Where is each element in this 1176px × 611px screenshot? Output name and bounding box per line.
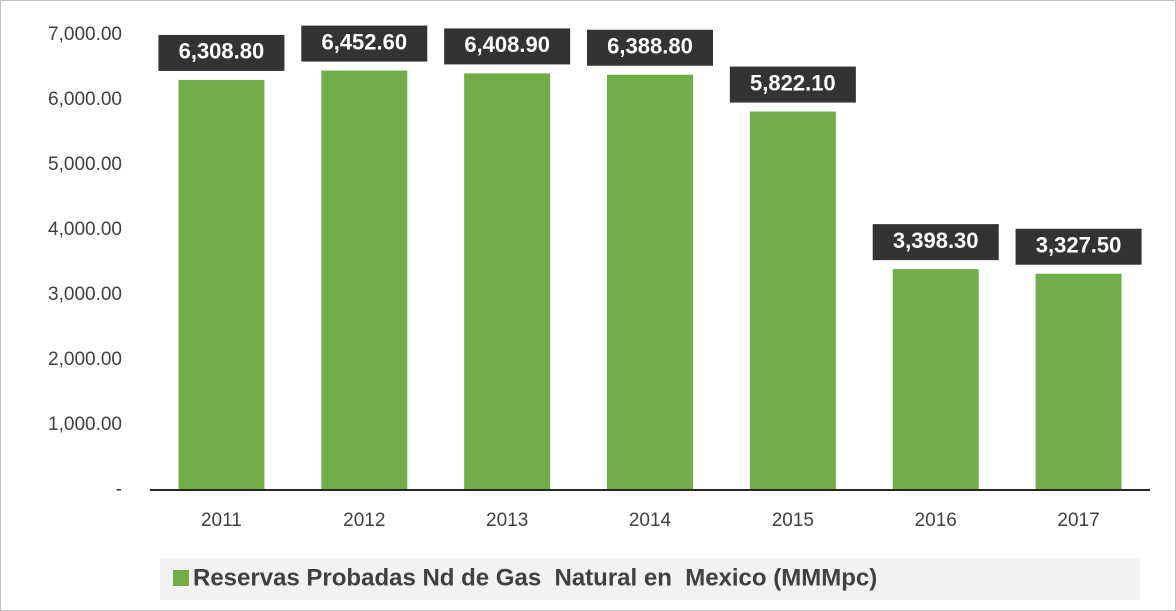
- y-tick-label: 1,000.00: [48, 414, 122, 435]
- bar: [749, 111, 836, 490]
- x-tick-label: 2016: [915, 510, 957, 531]
- bar: [178, 79, 265, 490]
- y-tick-label: -: [116, 479, 122, 500]
- data-label: 6,388.80: [607, 34, 693, 59]
- data-label-box: [729, 66, 856, 103]
- data-label-box: [1015, 228, 1142, 265]
- y-tick-label: 7,000.00: [48, 24, 122, 45]
- y-tick-label: 2,000.00: [48, 349, 122, 370]
- y-tick-label: 6,000.00: [48, 89, 122, 110]
- x-tick-label: 2012: [343, 510, 385, 531]
- y-tick-label: 5,000.00: [48, 154, 122, 175]
- data-label: 5,822.10: [750, 70, 836, 95]
- data-label: 6,452.60: [321, 29, 407, 54]
- y-tick-label: 4,000.00: [48, 219, 122, 240]
- data-label: 3,398.30: [893, 228, 979, 253]
- bar: [892, 269, 979, 490]
- legend-box: [160, 558, 1140, 600]
- data-label-box: [444, 28, 571, 65]
- bar: [1035, 273, 1122, 490]
- x-tick-label: 2011: [201, 510, 242, 531]
- x-tick-label: 2017: [1057, 510, 1099, 531]
- x-tick-label: 2013: [486, 510, 528, 531]
- data-label-box: [587, 29, 713, 66]
- legend-swatch: [173, 570, 189, 586]
- data-label-box: [301, 25, 428, 62]
- y-tick-label: 3,000.00: [48, 284, 122, 305]
- data-label-box: [158, 34, 285, 71]
- x-tick-label: 2015: [772, 510, 814, 531]
- legend-label: Reservas Probadas Nd de Gas Natural en M…: [193, 564, 877, 591]
- bar: [321, 70, 408, 491]
- data-label: 3,327.50: [1036, 233, 1122, 258]
- data-label: 6,408.90: [464, 32, 550, 57]
- x-tick-label: 2014: [629, 510, 672, 531]
- data-label: 6,308.80: [179, 39, 265, 64]
- bar: [464, 73, 551, 490]
- bar: [607, 74, 693, 490]
- data-label-box: [872, 224, 999, 261]
